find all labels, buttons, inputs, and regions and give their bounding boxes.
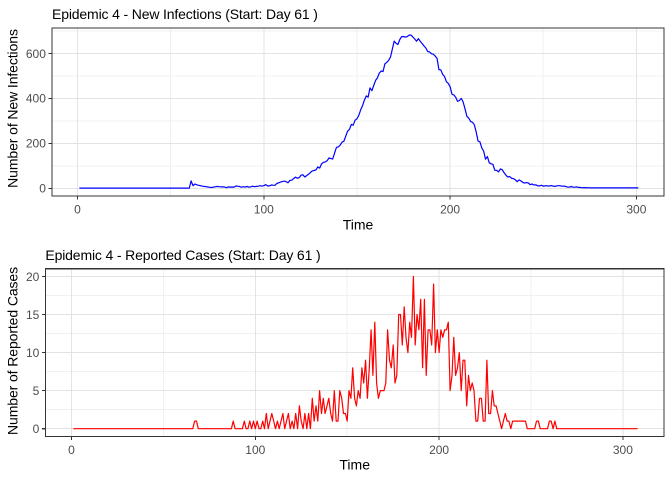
svg-text:0: 0 [39, 182, 46, 196]
svg-text:0: 0 [33, 422, 40, 436]
svg-text:10: 10 [26, 346, 40, 360]
svg-text:0: 0 [68, 443, 75, 457]
svg-text:15: 15 [26, 308, 40, 322]
svg-text:400: 400 [26, 92, 46, 106]
svg-text:Epidemic 4 - New Infections (S: Epidemic 4 - New Infections (Start: Day … [52, 6, 318, 22]
svg-text:100: 100 [245, 443, 265, 457]
svg-text:300: 300 [613, 443, 633, 457]
svg-text:Number of New Infections: Number of New Infections [5, 29, 21, 188]
svg-text:Time: Time [343, 216, 374, 232]
svg-text:200: 200 [440, 203, 460, 217]
svg-text:100: 100 [254, 203, 274, 217]
svg-text:Epidemic 4 - Reported Cases (S: Epidemic 4 - Reported Cases (Start: Day … [45, 247, 320, 263]
svg-text:Number of Reported Cases: Number of Reported Cases [5, 267, 21, 435]
svg-text:Time: Time [339, 457, 370, 473]
svg-text:300: 300 [626, 203, 646, 217]
svg-text:200: 200 [26, 137, 46, 151]
svg-text:600: 600 [26, 47, 46, 61]
svg-text:200: 200 [429, 443, 449, 457]
svg-text:5: 5 [33, 384, 40, 398]
svg-text:20: 20 [26, 270, 40, 284]
svg-text:0: 0 [74, 203, 81, 217]
